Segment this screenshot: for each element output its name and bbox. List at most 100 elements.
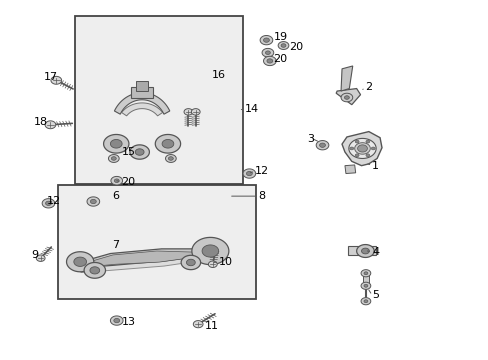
FancyBboxPatch shape: [75, 17, 243, 184]
Text: 1: 1: [371, 161, 379, 171]
Polygon shape: [110, 316, 123, 325]
Polygon shape: [319, 143, 325, 147]
Polygon shape: [344, 165, 355, 174]
Text: 5: 5: [371, 291, 379, 301]
Polygon shape: [363, 272, 367, 275]
Text: 3: 3: [306, 134, 313, 144]
Polygon shape: [360, 282, 370, 289]
Text: 16: 16: [211, 70, 225, 80]
Polygon shape: [114, 93, 169, 114]
Text: 13: 13: [122, 317, 135, 327]
Polygon shape: [363, 284, 367, 287]
Text: 10: 10: [219, 257, 233, 267]
Polygon shape: [74, 257, 86, 266]
Text: 7: 7: [112, 240, 119, 250]
Polygon shape: [122, 103, 163, 116]
Polygon shape: [340, 93, 352, 102]
Polygon shape: [341, 132, 381, 166]
Polygon shape: [202, 245, 218, 257]
Polygon shape: [347, 246, 375, 255]
Polygon shape: [186, 259, 195, 266]
Polygon shape: [45, 121, 56, 129]
Polygon shape: [168, 157, 173, 160]
Polygon shape: [66, 252, 94, 272]
Polygon shape: [362, 273, 368, 286]
Polygon shape: [348, 138, 375, 158]
Polygon shape: [86, 251, 198, 267]
Text: 9: 9: [31, 249, 38, 260]
Polygon shape: [208, 261, 217, 267]
Text: 8: 8: [258, 191, 264, 201]
FancyBboxPatch shape: [58, 185, 255, 299]
Polygon shape: [354, 143, 369, 154]
Polygon shape: [51, 76, 61, 84]
Polygon shape: [114, 179, 119, 183]
Text: 20: 20: [289, 42, 303, 51]
Polygon shape: [357, 145, 366, 152]
Polygon shape: [191, 109, 200, 115]
Polygon shape: [130, 145, 149, 159]
Polygon shape: [354, 140, 358, 143]
Polygon shape: [246, 171, 252, 176]
Polygon shape: [360, 270, 370, 277]
Polygon shape: [84, 262, 105, 278]
Polygon shape: [114, 319, 120, 323]
Text: 17: 17: [43, 72, 58, 82]
Polygon shape: [76, 249, 210, 268]
Polygon shape: [361, 248, 368, 254]
Polygon shape: [281, 44, 285, 47]
Polygon shape: [45, 201, 51, 206]
Polygon shape: [260, 36, 272, 45]
Text: 20: 20: [122, 177, 136, 187]
Text: 6: 6: [112, 191, 119, 201]
Polygon shape: [344, 96, 348, 99]
Polygon shape: [181, 255, 200, 270]
Polygon shape: [103, 135, 129, 153]
Polygon shape: [263, 56, 276, 66]
Polygon shape: [79, 255, 207, 273]
Polygon shape: [135, 149, 144, 155]
Polygon shape: [356, 244, 373, 257]
Polygon shape: [262, 48, 273, 57]
Polygon shape: [340, 66, 352, 91]
Polygon shape: [363, 300, 367, 303]
Polygon shape: [136, 81, 148, 91]
Polygon shape: [360, 298, 370, 305]
Polygon shape: [370, 147, 374, 150]
Text: 15: 15: [122, 147, 135, 157]
Polygon shape: [263, 38, 269, 42]
Polygon shape: [316, 140, 328, 150]
Polygon shape: [193, 321, 203, 328]
Polygon shape: [243, 169, 255, 178]
Polygon shape: [162, 139, 173, 148]
Polygon shape: [42, 199, 55, 208]
Polygon shape: [90, 267, 100, 274]
Polygon shape: [349, 147, 353, 150]
Polygon shape: [354, 154, 358, 157]
Polygon shape: [265, 51, 270, 54]
Text: 12: 12: [255, 166, 269, 176]
Polygon shape: [183, 109, 192, 115]
Text: 20: 20: [272, 54, 286, 64]
Polygon shape: [278, 42, 288, 49]
Polygon shape: [365, 154, 369, 157]
Text: 18: 18: [34, 117, 48, 127]
Polygon shape: [110, 139, 122, 148]
Text: 19: 19: [273, 32, 287, 42]
Polygon shape: [191, 237, 228, 265]
Text: 4: 4: [371, 247, 379, 257]
Text: 11: 11: [204, 321, 218, 331]
Text: 12: 12: [47, 196, 61, 206]
Polygon shape: [335, 89, 360, 105]
Polygon shape: [155, 135, 180, 153]
Text: 14: 14: [244, 104, 258, 114]
Polygon shape: [108, 154, 119, 162]
Polygon shape: [365, 140, 369, 143]
Polygon shape: [266, 59, 272, 63]
Text: 2: 2: [365, 82, 372, 93]
Polygon shape: [36, 255, 45, 261]
Polygon shape: [87, 197, 100, 206]
Polygon shape: [111, 176, 122, 185]
Polygon shape: [90, 199, 96, 204]
Polygon shape: [131, 87, 153, 98]
